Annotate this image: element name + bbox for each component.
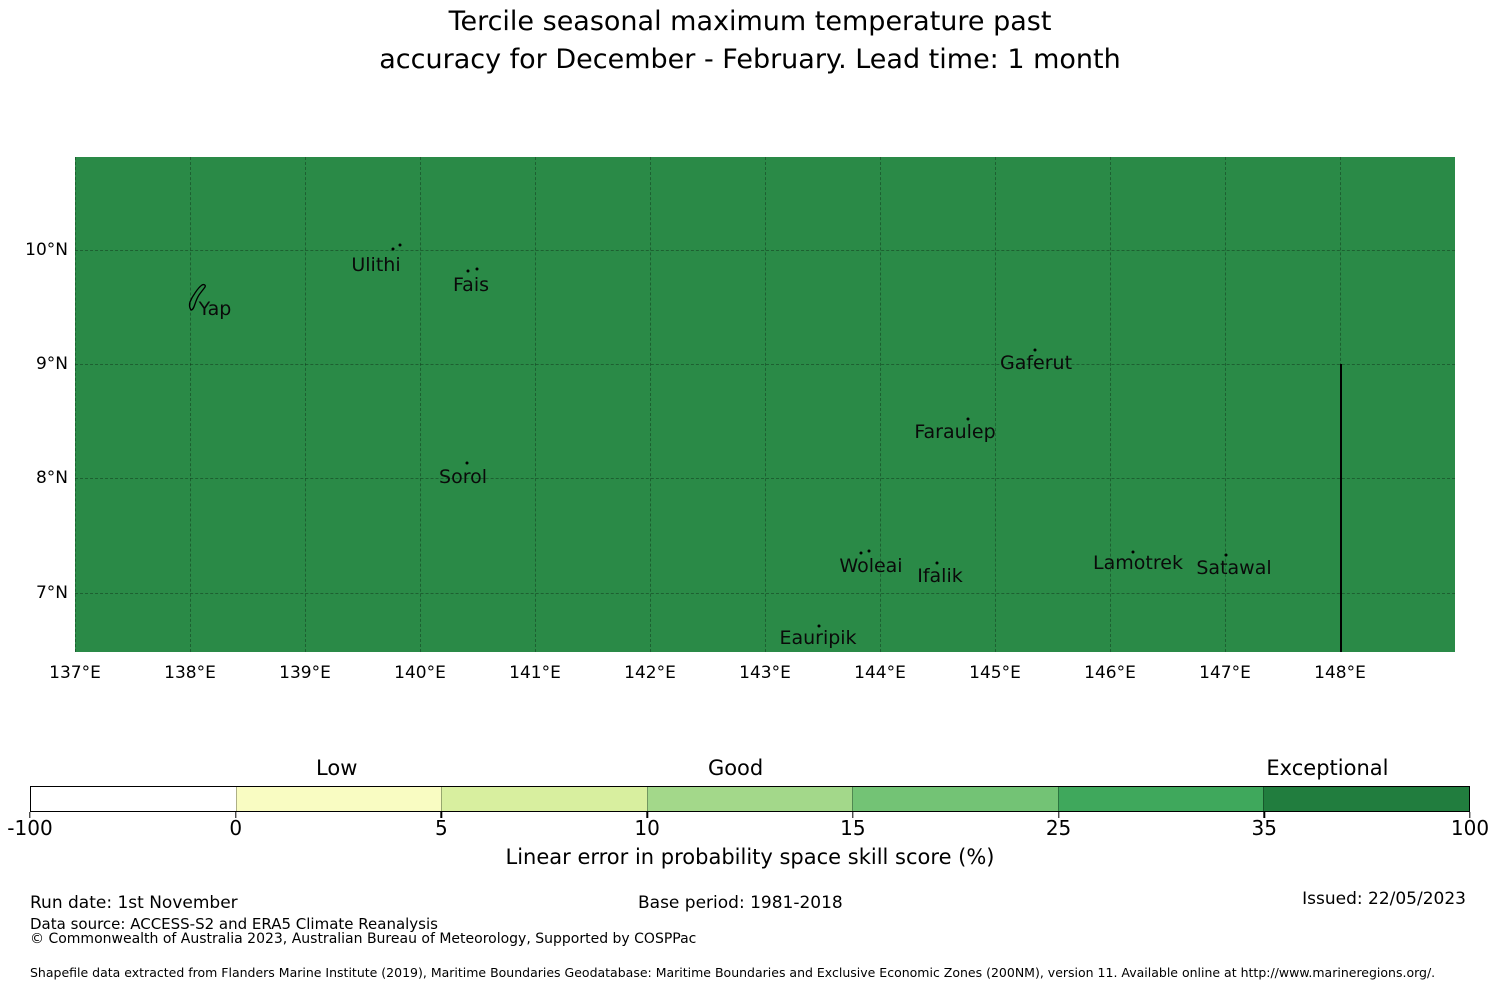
x-axis-tick-label: 142°E bbox=[624, 663, 676, 683]
y-axis-tick-label: 7°N bbox=[35, 583, 68, 603]
colorbar-tick-label: 100 bbox=[1450, 816, 1490, 840]
colorbar-tick bbox=[29, 812, 31, 818]
colorbar-tick-label: 10 bbox=[634, 816, 660, 840]
colorbar-tick bbox=[852, 812, 854, 818]
colorbar-segment bbox=[1057, 787, 1264, 811]
x-axis-tick-label: 141°E bbox=[509, 663, 561, 683]
issued-date-text: Issued: 22/05/2023 bbox=[1302, 889, 1466, 909]
island-dot bbox=[817, 624, 821, 628]
lat-gridline bbox=[75, 593, 1455, 594]
x-axis-tick-label: 144°E bbox=[854, 663, 906, 683]
colorbar-tick-label: -100 bbox=[7, 816, 53, 840]
island-dot bbox=[935, 561, 939, 565]
colorbar-segment bbox=[646, 787, 853, 811]
x-axis-tick-label: 137°E bbox=[49, 663, 101, 683]
y-axis-tick-label: 9°N bbox=[35, 354, 68, 374]
map-area: Yap Ulithi Fais Sorol Gaferut Faraulep Woleai I… bbox=[75, 157, 1455, 652]
colorbar-category-label: Low bbox=[316, 756, 358, 780]
island-dot bbox=[475, 267, 479, 271]
yap-island-shape bbox=[188, 283, 206, 311]
lon-gridline bbox=[75, 157, 76, 652]
x-axis-tick-label: 143°E bbox=[739, 663, 791, 683]
island-label: Ifalik bbox=[917, 565, 963, 587]
island-label: Faraulep bbox=[914, 421, 996, 443]
x-axis-tick-label: 145°E bbox=[969, 663, 1021, 683]
title-line-1: Tercile seasonal maximum temperature pas… bbox=[448, 6, 1052, 37]
lat-gridline bbox=[75, 250, 1455, 251]
colorbar-axis-label: Linear error in probability space skill … bbox=[505, 845, 995, 869]
island-dot bbox=[966, 417, 970, 421]
y-axis-tick-label: 10°N bbox=[25, 240, 68, 260]
title-line-2: accuracy for December - February. Lead t… bbox=[379, 44, 1121, 76]
lon-gridline bbox=[535, 157, 536, 652]
x-axis-tick-label: 148°E bbox=[1314, 663, 1366, 683]
lon-gridline bbox=[190, 157, 191, 652]
x-axis-tick-label: 146°E bbox=[1084, 663, 1136, 683]
x-axis-tick-label: 139°E bbox=[279, 663, 331, 683]
colorbar-tick-label: 35 bbox=[1251, 816, 1278, 840]
island-dot bbox=[1131, 550, 1135, 554]
colorbar-tick bbox=[1263, 812, 1265, 818]
colorbar-tick bbox=[235, 812, 237, 818]
island-dot bbox=[398, 243, 402, 247]
colorbar-tick bbox=[646, 812, 648, 818]
lon-gridline bbox=[1110, 157, 1111, 652]
colorbar-category-label: Good bbox=[707, 756, 764, 780]
colorbar-segment bbox=[235, 787, 442, 811]
eez-boundary-line bbox=[1340, 364, 1342, 652]
lon-gridline bbox=[1225, 157, 1226, 652]
colorbar-segment bbox=[852, 787, 1058, 811]
island-dot bbox=[391, 247, 395, 251]
data-source-text: Data source: ACCESS-S2 and ERA5 Climate … bbox=[30, 915, 438, 933]
colorbar-category-label: Exceptional bbox=[1266, 756, 1389, 780]
x-axis-tick-label: 147°E bbox=[1199, 663, 1251, 683]
lat-gridline bbox=[75, 478, 1455, 479]
colorbar-tick bbox=[1057, 812, 1060, 818]
lat-gridline bbox=[75, 364, 1455, 365]
island-dot bbox=[466, 269, 470, 273]
island-dot bbox=[1033, 348, 1037, 352]
colorbar-segment bbox=[31, 787, 236, 811]
island-label: Woleai bbox=[839, 555, 903, 577]
x-axis-tick-label: 140°E bbox=[394, 663, 446, 683]
lon-gridline bbox=[420, 157, 421, 652]
lon-gridline bbox=[880, 157, 881, 652]
island-label: Fais bbox=[452, 274, 490, 296]
copyright-text: © Commonwealth of Australia 2023, Austra… bbox=[30, 931, 697, 947]
colorbar-segment bbox=[1263, 787, 1470, 811]
island-label: Sorol bbox=[439, 466, 487, 488]
island-dot bbox=[465, 461, 469, 465]
colorbar-tick-label: 15 bbox=[840, 816, 866, 840]
colorbar-tick-label: 0 bbox=[229, 816, 243, 840]
island-dot bbox=[1224, 553, 1228, 557]
x-axis-tick-label: 138°E bbox=[164, 663, 216, 683]
island-dot bbox=[859, 551, 863, 555]
base-period-text: Base period: 1981-2018 bbox=[638, 893, 843, 913]
lon-gridline bbox=[765, 157, 766, 652]
island-label: Ulithi bbox=[351, 254, 401, 276]
lon-gridline bbox=[305, 157, 306, 652]
page-title: Tercile seasonal maximum temperature pas… bbox=[0, 3, 1500, 80]
colorbar-tick-label: 5 bbox=[435, 816, 448, 840]
island-label: Satawal bbox=[1196, 557, 1272, 579]
island-label: Lamotrek bbox=[1093, 552, 1183, 574]
colorbar-tick bbox=[1469, 812, 1471, 818]
lon-gridline bbox=[650, 157, 651, 652]
island-label: Eauripik bbox=[779, 627, 857, 649]
lon-gridline bbox=[995, 157, 996, 652]
colorbar-tick-label: 25 bbox=[1045, 816, 1072, 840]
island-label: Yap bbox=[198, 298, 232, 320]
island-dot bbox=[867, 549, 871, 553]
colorbar-segment bbox=[441, 787, 647, 811]
colorbar bbox=[30, 786, 1470, 812]
y-axis-tick-label: 8°N bbox=[35, 468, 68, 488]
shapefile-attribution-text: Shapefile data extracted from Flanders M… bbox=[30, 965, 1436, 980]
run-date-text: Run date: 1st November bbox=[30, 893, 238, 913]
island-label: Gaferut bbox=[999, 352, 1073, 374]
colorbar-tick bbox=[440, 812, 443, 818]
